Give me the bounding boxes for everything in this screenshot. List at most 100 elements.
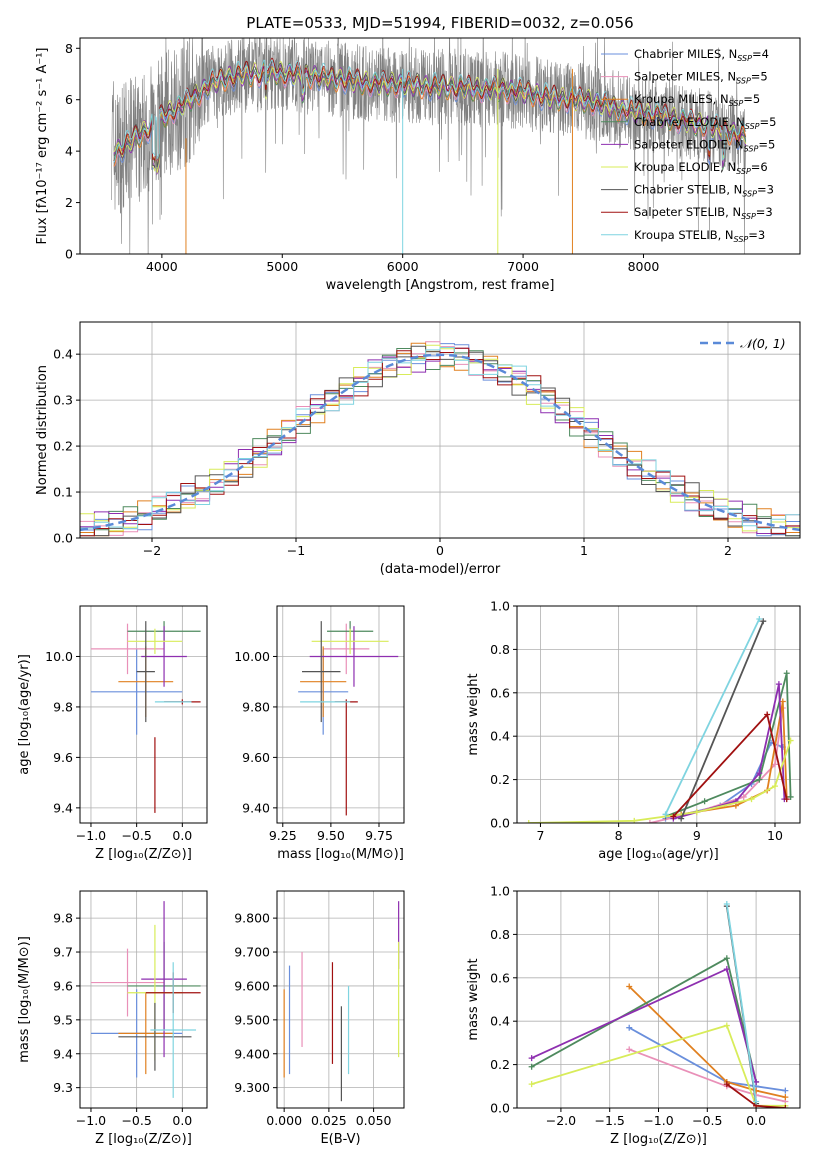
y-tick-label: 6 (65, 92, 73, 107)
x-tick-label: 0.0 (746, 1113, 766, 1128)
x-tick-label: 7 (536, 828, 544, 843)
x-tick-label: 0.000 (266, 1113, 302, 1128)
x-axis-label: Z [log₁₀(Z/Z⊙)] (95, 847, 192, 862)
x-tick-label: −1.0 (76, 1113, 106, 1128)
y-tick-label: 9.40 (242, 800, 270, 815)
series-marker (740, 793, 747, 800)
x-tick-label: 0.0 (172, 828, 192, 843)
legend-label-name: Salpeter ELODIE, N (634, 137, 744, 151)
y-tick-label: 0.1 (53, 485, 73, 500)
y-tick-label: 8 (65, 41, 73, 56)
y-tick-label: 9.600 (234, 978, 270, 993)
legend-label-name: Kroupa MILES, N (634, 92, 729, 106)
x-tick-label: −2 (143, 543, 161, 558)
y-tick-label: 10.00 (234, 649, 270, 664)
y-tick-label: 0.0 (490, 1101, 510, 1116)
plot-area-age_vs_Z (90, 621, 201, 813)
legend-label-tail: =5 (751, 70, 768, 84)
model-spectrum-line (113, 57, 747, 162)
plot-area-mass_vs_EBV (283, 901, 400, 1102)
panel-spectrum: Chabrier MILES, NSSP=4 Salpeter MILES, NS… (35, 37, 801, 293)
series-line (628, 1048, 786, 1103)
legend-label-tail: =5 (760, 115, 777, 129)
y-tick-label: 0.0 (53, 531, 73, 546)
model-spectrum-line (113, 62, 747, 176)
residual-histogram-step (80, 347, 800, 530)
legend-label-sub: SSP (736, 167, 751, 176)
legend: Chabrier MILES, NSSP=4 Salpeter MILES, NS… (601, 47, 776, 244)
series-marker (782, 1105, 789, 1108)
y-tick-label: 9.8 (53, 699, 73, 714)
series-marker (693, 809, 700, 816)
y-tick-label: 10.0 (45, 649, 73, 664)
x-tick-label: −0.5 (692, 1113, 722, 1128)
legend-label-tail: =3 (756, 205, 773, 219)
x-tick-label: 4000 (146, 259, 178, 274)
legend-label-sub: SSP (737, 54, 752, 63)
y-tick-label: 0.4 (53, 347, 73, 362)
series-marker (756, 770, 763, 777)
axes-frame (79, 37, 801, 255)
legend-label: Chabrier ELODIE, NSSP=5 (634, 115, 776, 131)
x-axis-label: mass [log₁₀(M/M⊙)] (277, 847, 404, 862)
y-tick-label: 1.0 (490, 599, 510, 614)
panel-age_vs_mass: 9.25 9.50 9.75 9.40 9.60 9.80 10.00 mass [log₁₀… (234, 605, 405, 862)
axes-frame (276, 605, 405, 824)
residual-histogram-step (80, 348, 800, 537)
legend-label-tail: =5 (743, 92, 760, 106)
series-marker (723, 955, 730, 962)
x-tick-label: 0 (436, 543, 444, 558)
series-marker (779, 698, 786, 705)
x-tick-label: 8 (615, 828, 623, 843)
x-axis-label: age [log₁₀(age/yr)] (598, 847, 719, 862)
model-spectrum-line (113, 62, 747, 171)
x-tick-label: −2.0 (546, 1113, 576, 1128)
series-line (680, 620, 765, 820)
y-axis-label: mass weight (466, 958, 481, 1040)
panel-mass_vs_Z: −1.0 −0.5 0.0 9.3 9.4 9.5 9.6 9.7 9.8 Z [log₁₀(Z/… (17, 890, 208, 1147)
x-tick-label: 9.50 (317, 828, 345, 843)
legend-label-sub: SSP (744, 144, 759, 153)
plot-area-residuals (80, 341, 800, 537)
residual-histogram-step (80, 341, 800, 536)
series-marker (771, 783, 778, 790)
series-marker (782, 1087, 789, 1094)
series-marker (756, 776, 763, 783)
x-tick-label: 1 (580, 543, 588, 558)
x-tick-label: 0.050 (356, 1113, 392, 1128)
series-marker (528, 1055, 535, 1062)
y-tick-label: 9.700 (234, 945, 270, 960)
x-axis-label: Z [log₁₀(Z/Z⊙)] (95, 1132, 192, 1147)
x-tick-label: 0.0 (172, 1113, 192, 1128)
legend-label: Salpeter MILES, NSSP=5 (634, 70, 768, 86)
series-marker (723, 966, 730, 973)
y-tick-label: 0.6 (490, 685, 510, 700)
residual-histogram-step (80, 347, 800, 537)
legend-label: Salpeter STELIB, NSSP=3 (634, 205, 773, 221)
series-marker (528, 1063, 535, 1070)
x-tick-label: 10 (767, 828, 783, 843)
legend-label: Kroupa STELIB, NSSP=3 (634, 228, 765, 244)
legend-label-name: Chabrier MILES, N (634, 47, 737, 61)
y-tick-label: 0.2 (53, 439, 73, 454)
x-tick-label: −1 (287, 543, 305, 558)
legend-label: Salpeter ELODIE, NSSP=5 (634, 137, 775, 153)
series-marker (670, 813, 677, 820)
series-marker (626, 983, 633, 990)
series-marker (678, 815, 685, 822)
legend-label-sub: SSP (729, 99, 744, 108)
legend-label-sub: SSP (742, 190, 757, 199)
x-tick-label: 2 (724, 543, 732, 558)
legend-label-sub: SSP (734, 235, 749, 244)
x-tick-label: 5000 (266, 259, 298, 274)
y-tick-label: 9.800 (234, 911, 270, 926)
legend-label-sub: SSP (741, 212, 756, 221)
y-tick-label: 9.4 (53, 1046, 73, 1061)
panel-mass_vs_EBV: 0.000 0.025 0.050 9.300 9.400 9.500 9.600 9.700… (234, 890, 405, 1147)
legend-label: Chabrier MILES, NSSP=4 (634, 47, 769, 63)
y-tick-label: 0.8 (490, 927, 510, 942)
series-marker (528, 1081, 535, 1088)
y-tick-label: 0.0 (490, 816, 510, 831)
series-line (528, 740, 792, 823)
